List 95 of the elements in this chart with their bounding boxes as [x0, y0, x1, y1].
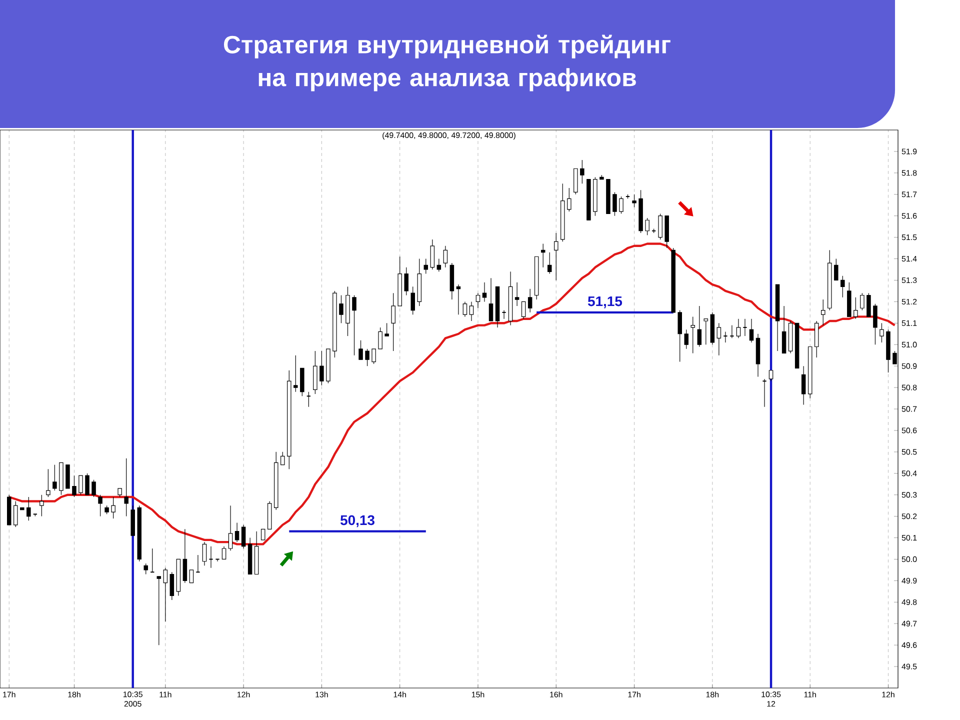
candlestick — [260, 528, 266, 540]
series-label: 50,13 — [340, 515, 374, 528]
candlestick — [514, 282, 520, 306]
candlestick — [280, 452, 285, 466]
candlestick — [619, 196, 624, 214]
candlestick — [365, 348, 370, 366]
candlestick — [488, 278, 494, 322]
candlestick — [469, 301, 474, 322]
candlestick — [241, 524, 246, 549]
candlestick — [163, 568, 168, 622]
candlestick — [424, 258, 428, 274]
candlestick — [540, 243, 546, 268]
candlestick — [320, 350, 324, 386]
candlestick — [762, 378, 767, 408]
candlestick — [234, 522, 240, 542]
candlestick — [567, 188, 572, 212]
candlestick — [202, 542, 207, 566]
candlestick — [410, 286, 415, 315]
candlestick — [612, 192, 617, 216]
candlestick — [476, 292, 480, 308]
candlestick — [313, 350, 318, 394]
candlestick — [372, 348, 376, 364]
candlestick — [436, 258, 442, 272]
candlestick — [85, 473, 90, 496]
candlestick — [554, 232, 558, 281]
candlestick — [78, 475, 83, 496]
candlestick — [658, 213, 662, 240]
candlestick — [736, 318, 741, 338]
candlestick — [156, 576, 162, 646]
candlestick — [814, 320, 819, 358]
candlestick — [821, 299, 826, 326]
candlestick — [723, 331, 728, 343]
candlestick — [443, 246, 448, 268]
candlestick — [300, 368, 304, 396]
candlestick — [678, 310, 682, 362]
candlestick — [840, 276, 845, 298]
candlestick — [768, 370, 774, 382]
candlestick — [208, 546, 214, 568]
candlestick — [352, 294, 356, 356]
candlestick — [801, 366, 806, 406]
candlestick — [182, 528, 188, 584]
candlestick — [111, 496, 116, 519]
candlestick — [306, 392, 311, 408]
candlestick — [645, 218, 650, 236]
candlestick — [228, 505, 233, 551]
candlestick — [14, 500, 18, 528]
candlestick — [144, 563, 148, 575]
candlestick — [170, 572, 174, 600]
candlestick — [196, 554, 200, 573]
candlestick — [574, 168, 578, 195]
candlestick — [547, 252, 552, 274]
candlestick — [294, 355, 298, 392]
candlestick — [704, 318, 708, 345]
candlestick — [880, 322, 884, 343]
candlestick — [580, 160, 584, 184]
candlestick — [528, 288, 532, 313]
candlestick — [697, 306, 702, 348]
candlestick — [92, 480, 96, 498]
chart-title: Стратегия внутридневной трейдинг на примере анализа графиков — [224, 34, 670, 92]
candlestick — [782, 306, 786, 354]
candlestick — [339, 294, 344, 324]
candlestick — [716, 322, 722, 356]
candlestick — [749, 318, 754, 343]
candlestick — [866, 292, 871, 318]
candlestick — [860, 292, 864, 311]
candlestick — [834, 258, 838, 281]
series-label: 51,15 — [588, 296, 622, 308]
candlestick — [52, 464, 57, 491]
candlestick — [358, 340, 363, 360]
candlestick — [98, 494, 102, 517]
candlestick — [462, 301, 468, 318]
candlestick — [430, 239, 435, 270]
candlestick — [521, 301, 526, 320]
candlestick — [66, 464, 70, 489]
candlestick — [730, 324, 734, 338]
candlestick — [742, 318, 748, 336]
candlestick — [690, 316, 696, 354]
candlestick — [378, 327, 382, 350]
candlestick — [384, 322, 389, 336]
candlestick — [684, 329, 688, 350]
candlestick — [404, 267, 408, 296]
candlestick — [222, 546, 226, 560]
candlestick — [502, 310, 506, 320]
candlestick — [26, 496, 31, 521]
candlestick — [873, 304, 878, 345]
candlestick — [391, 292, 396, 352]
candlestick — [72, 475, 76, 498]
candlestick — [150, 548, 155, 573]
candlestick — [46, 468, 50, 498]
candlestick — [40, 494, 44, 517]
candlestick — [215, 558, 220, 562]
candlestick — [124, 458, 128, 517]
candlestick — [189, 570, 194, 584]
candlestick — [632, 194, 636, 208]
candlestick — [854, 297, 858, 320]
